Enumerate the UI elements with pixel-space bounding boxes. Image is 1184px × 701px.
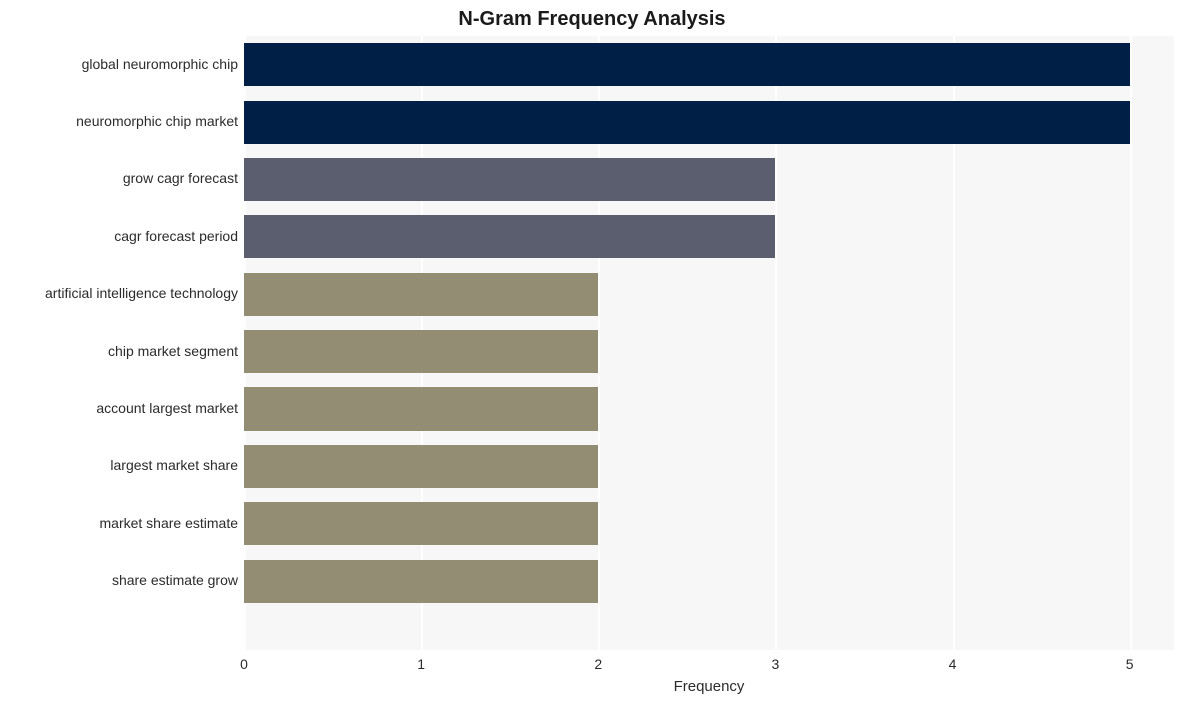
y-tick-label: share estimate grow — [112, 572, 238, 588]
y-tick-label: cagr forecast period — [114, 228, 238, 244]
y-tick-label: global neuromorphic chip — [82, 56, 238, 72]
y-tick-label: neuromorphic chip market — [76, 113, 238, 129]
chart-title: N-Gram Frequency Analysis — [0, 8, 1184, 31]
y-tick-label: account largest market — [96, 400, 238, 416]
bar — [244, 101, 1130, 144]
y-tick-label: market share estimate — [100, 515, 239, 531]
bar — [244, 215, 775, 258]
grid-line — [1130, 36, 1132, 650]
y-tick-label: artificial intelligence technology — [45, 285, 238, 301]
plot-area — [244, 36, 1174, 650]
x-tick-label: 0 — [240, 656, 248, 672]
bar — [244, 445, 598, 488]
bar — [244, 43, 1130, 86]
x-tick-label: 4 — [949, 656, 957, 672]
x-tick-label: 5 — [1126, 656, 1134, 672]
y-tick-label: chip market segment — [108, 343, 238, 359]
y-tick-label: grow cagr forecast — [123, 170, 238, 186]
ngram-frequency-chart: N-Gram Frequency Analysis Frequency 0 1 2 3… — [0, 0, 1184, 701]
bar — [244, 387, 598, 430]
x-tick-label: 2 — [594, 656, 602, 672]
bar — [244, 560, 598, 603]
bar — [244, 273, 598, 316]
bar — [244, 330, 598, 373]
bar — [244, 158, 775, 201]
x-tick-label: 1 — [417, 656, 425, 672]
x-axis-label: Frequency — [659, 678, 759, 695]
x-tick-label: 3 — [772, 656, 780, 672]
bar — [244, 502, 598, 545]
y-tick-label: largest market share — [110, 457, 238, 473]
